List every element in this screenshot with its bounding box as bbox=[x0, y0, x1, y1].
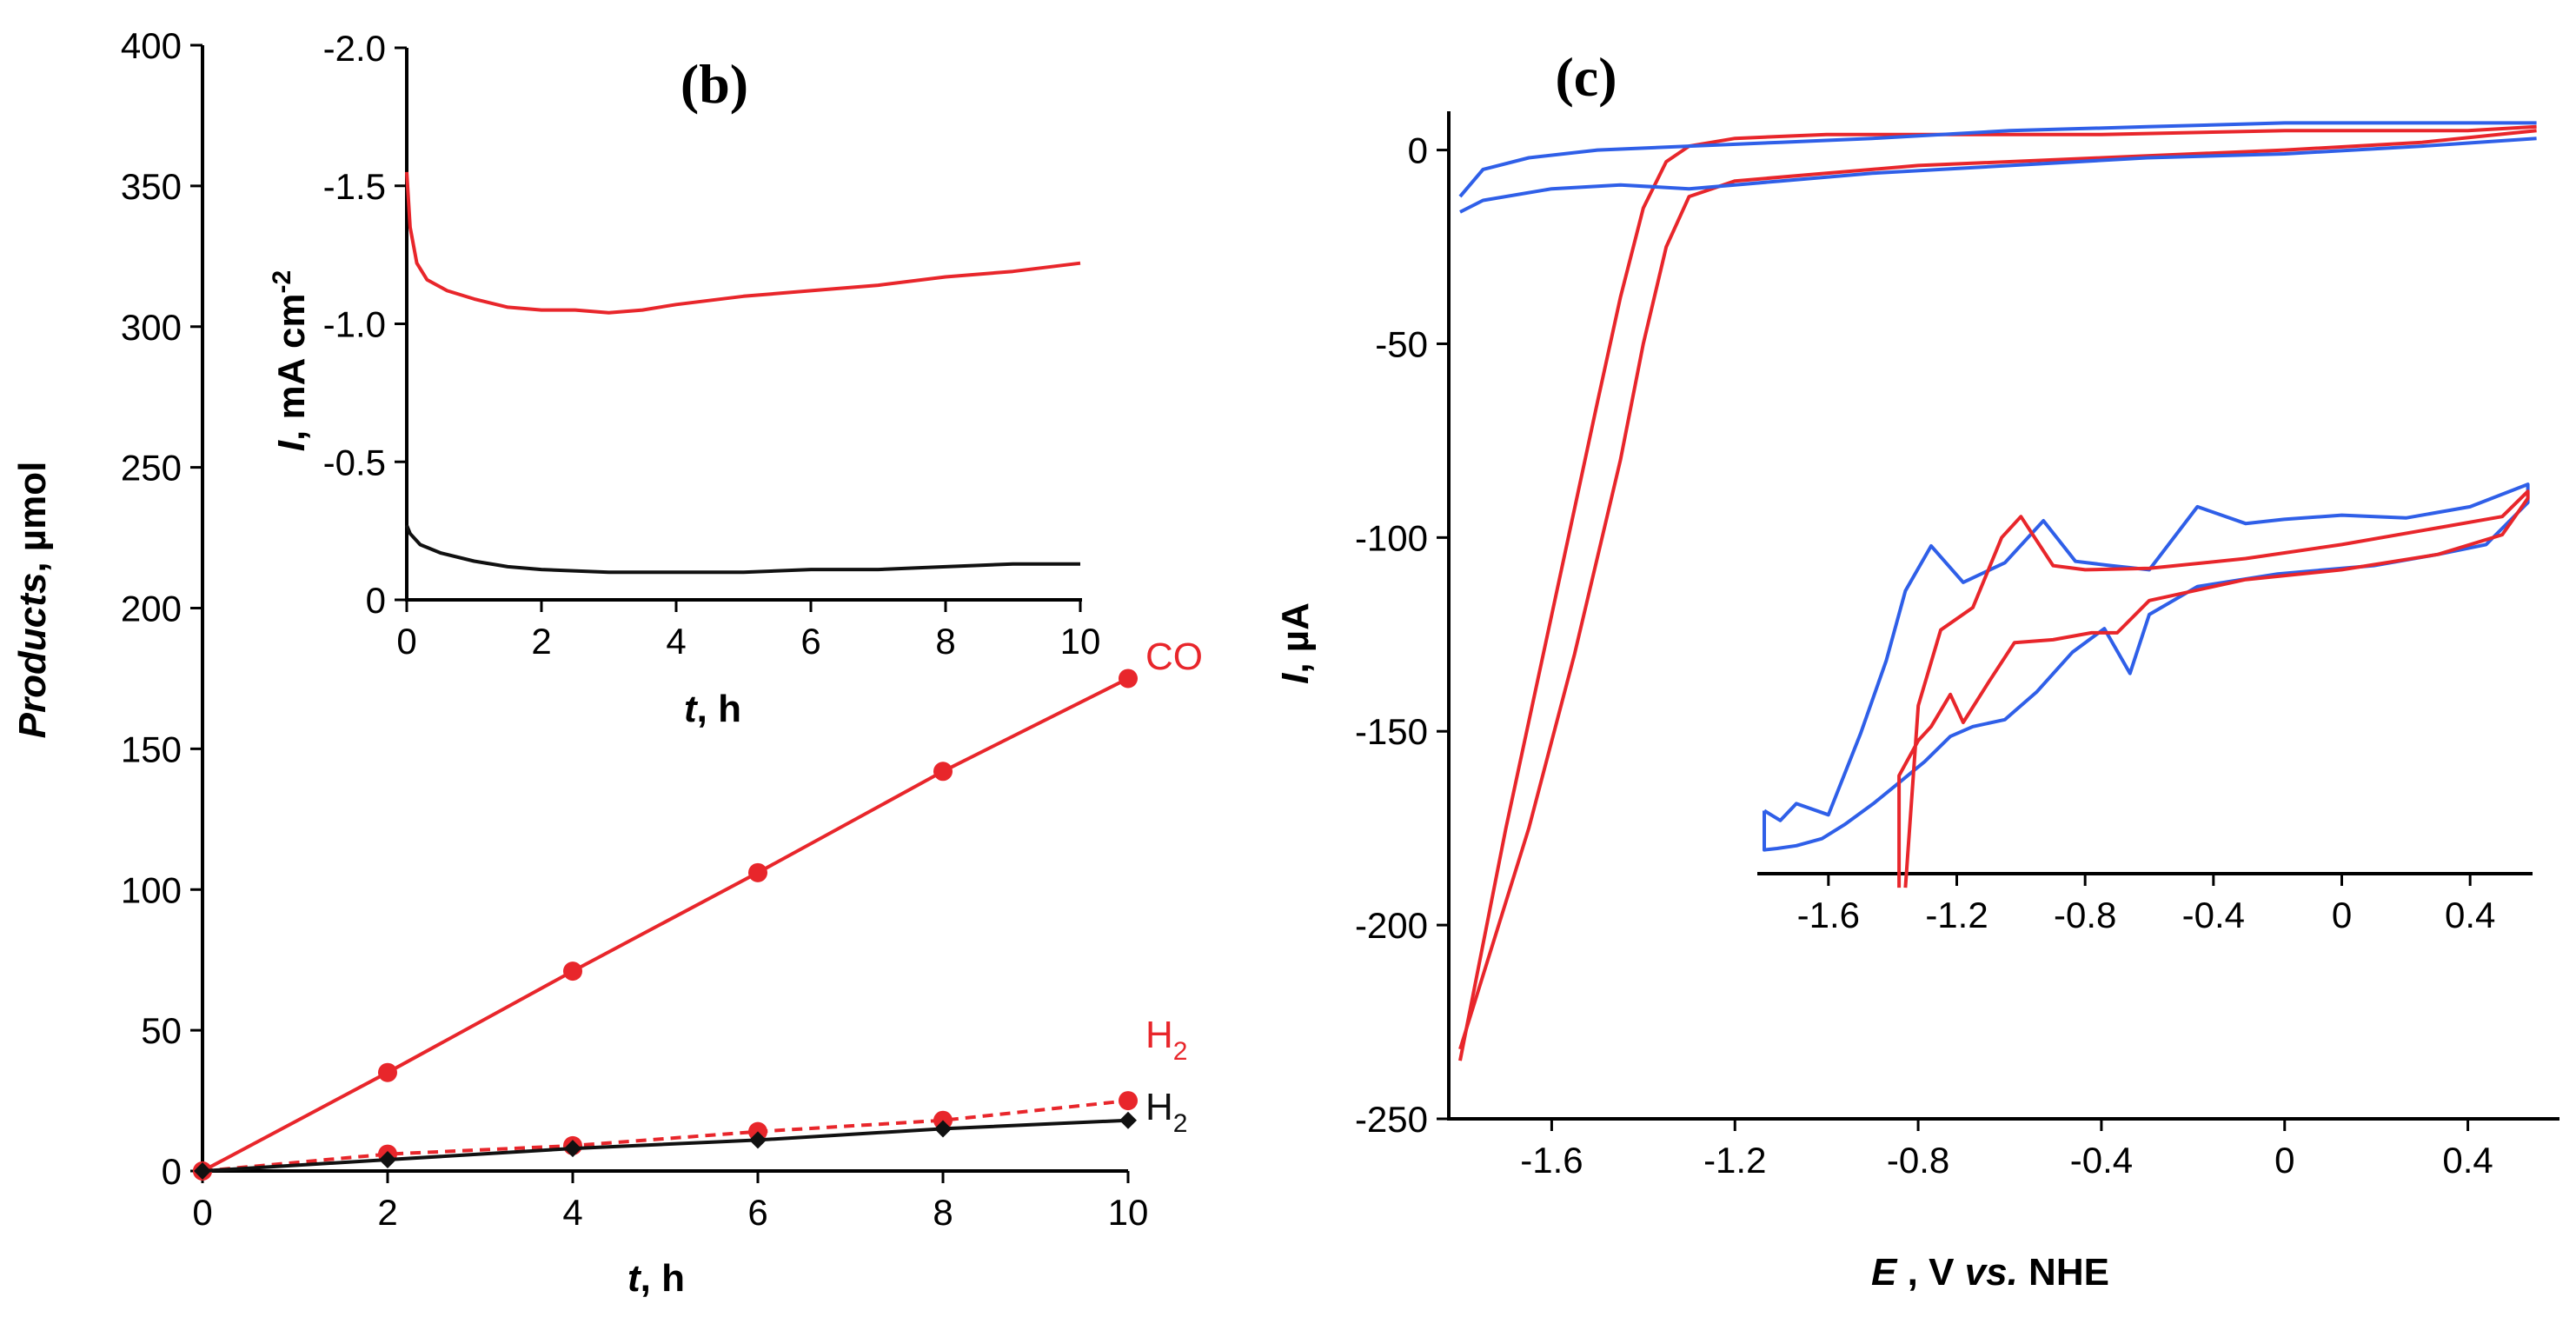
b-inset-y-tick-label: -1.0 bbox=[323, 304, 386, 345]
c-main-x-tick-label: -1.6 bbox=[1520, 1140, 1583, 1181]
b-inset-x-tick-label: 6 bbox=[800, 621, 820, 662]
b-inset-x-axis-title: t, h bbox=[684, 688, 741, 730]
b-inset-x-tick-label: 10 bbox=[1060, 621, 1101, 662]
c-main-x-tick-label: -0.4 bbox=[2070, 1140, 2133, 1181]
b-main-series-H2-line bbox=[202, 1099, 1129, 1173]
b-main-point-H2 bbox=[934, 1120, 952, 1138]
b-main-y-tick-label: 50 bbox=[141, 1010, 182, 1051]
b-inset-x-tick-label: 2 bbox=[531, 621, 551, 662]
b-main-x-tick-label: 10 bbox=[1108, 1192, 1149, 1233]
b-main-y-tick-label: 400 bbox=[121, 25, 182, 66]
b-inset-x-tick-label: 0 bbox=[396, 621, 416, 662]
b-inset-y-tick-label: 0 bbox=[366, 580, 386, 621]
c-main-y-tick-label: -250 bbox=[1355, 1099, 1428, 1140]
c-main-x-tick-label: 0 bbox=[2274, 1140, 2294, 1181]
c-inset-x-tick-label: -1.6 bbox=[1797, 895, 1860, 935]
b-inset-y-tick-label: -1.5 bbox=[323, 166, 386, 207]
b-inset-y-tick-label: -0.5 bbox=[323, 442, 386, 482]
c-main-y-tick-label: -100 bbox=[1355, 517, 1428, 558]
b-main-x-tick-label: 4 bbox=[562, 1192, 582, 1233]
c-main-y-tick-label: -200 bbox=[1355, 905, 1428, 946]
c-inset-x-tick-label: -0.4 bbox=[2182, 895, 2245, 935]
c-inset-x-tick-label: 0.4 bbox=[2445, 895, 2495, 935]
b-main-x-axis-title: t, h bbox=[627, 1257, 685, 1300]
c-main-x-tick-label: 0.4 bbox=[2442, 1140, 2493, 1181]
b-main-label-h2-red: H2 bbox=[1145, 1014, 1187, 1066]
panel-c-inset-chart: -1.6 -1.2 -0.8 -0.4 0 0.4 bbox=[1757, 482, 2533, 935]
c-inset-x-tick-label: 0 bbox=[2332, 895, 2352, 935]
b-main-point-H2 bbox=[1119, 1091, 1138, 1111]
b-main-point-CO bbox=[1119, 669, 1138, 689]
b-main-x-tick-label: 0 bbox=[192, 1192, 212, 1233]
b-main-point-CO bbox=[378, 1062, 397, 1082]
panel-b-inset-chart: 0 2 4 6 8 10 0 -0.5 -1.0 -1.5 -2.0 t, h I, mA cm-… bbox=[268, 28, 1100, 730]
c-main-series-red-reverse-line bbox=[1458, 129, 2537, 1050]
b-main-point-H2 bbox=[749, 1131, 767, 1149]
b-main-point-CO bbox=[563, 961, 582, 981]
b-inset-x-tick-label: 8 bbox=[935, 621, 955, 662]
b-main-x-tick-label: 6 bbox=[747, 1192, 767, 1233]
c-main-y-tick-label: -150 bbox=[1355, 711, 1428, 752]
b-main-y-tick-label: 350 bbox=[121, 166, 182, 207]
c-main-series-blue-lower-line bbox=[1459, 136, 2537, 214]
c-main-y-tick-label: -50 bbox=[1375, 323, 1428, 364]
b-main-y-tick-label: 250 bbox=[121, 448, 182, 489]
b-main-y-tick-label: 300 bbox=[121, 307, 182, 348]
c-inset-x-tick-label: -1.2 bbox=[1925, 895, 1988, 935]
c-main-x-axis-title: E , V vs. NHE bbox=[1871, 1251, 2109, 1294]
b-main-x-tick-label: 2 bbox=[377, 1192, 397, 1233]
c-inset-series-red-line bbox=[1897, 489, 2530, 888]
b-main-point-H2 bbox=[1119, 1111, 1137, 1129]
b-main-label-h2-black: H2 bbox=[1145, 1086, 1187, 1138]
b-main-y-tick-label: 150 bbox=[121, 729, 182, 769]
b-inset-x-tick-label: 4 bbox=[666, 621, 686, 662]
b-inset-series-red-line bbox=[405, 171, 1081, 315]
panel-label-c: (c) bbox=[1555, 46, 1617, 108]
b-main-point-H2 bbox=[194, 1162, 211, 1180]
b-inset-series-black-line bbox=[405, 524, 1080, 575]
c-inset-series-blue-line bbox=[1763, 482, 2530, 852]
b-main-point-H2 bbox=[564, 1140, 581, 1158]
panel-label-b: (b) bbox=[681, 53, 748, 115]
c-main-series-blue-upper-line bbox=[1458, 121, 2537, 198]
b-main-point-H2 bbox=[379, 1151, 396, 1169]
b-main-point-CO bbox=[748, 862, 767, 882]
c-main-y-tick-label: 0 bbox=[1408, 130, 1428, 171]
b-main-label-co: CO bbox=[1145, 635, 1203, 678]
b-inset-y-tick-label: -2.0 bbox=[323, 28, 386, 69]
panel-c-main-chart: -1.6 -1.2 -0.8 -0.4 0 0.4 0 -50 -100 -150 -200 -25… bbox=[1274, 46, 2559, 1294]
c-main-y-axis-title: I, µA bbox=[1274, 602, 1317, 684]
b-main-series-CO-line bbox=[202, 676, 1129, 1173]
b-main-series-H2-line bbox=[202, 1118, 1129, 1173]
c-main-x-tick-label: -0.8 bbox=[1887, 1140, 1949, 1181]
c-main-x-tick-label: -1.2 bbox=[1703, 1140, 1766, 1181]
b-main-y-tick-label: 0 bbox=[162, 1151, 182, 1192]
b-main-point-CO bbox=[933, 762, 953, 782]
b-main-x-tick-label: 8 bbox=[933, 1192, 953, 1233]
b-main-y-tick-label: 100 bbox=[121, 869, 182, 910]
b-main-y-tick-label: 200 bbox=[121, 589, 182, 629]
b-inset-y-axis-title: I, mA cm-2 bbox=[268, 270, 313, 451]
b-main-y-axis-title: Products, µmol bbox=[11, 462, 54, 739]
c-inset-x-tick-label: -0.8 bbox=[2054, 895, 2116, 935]
